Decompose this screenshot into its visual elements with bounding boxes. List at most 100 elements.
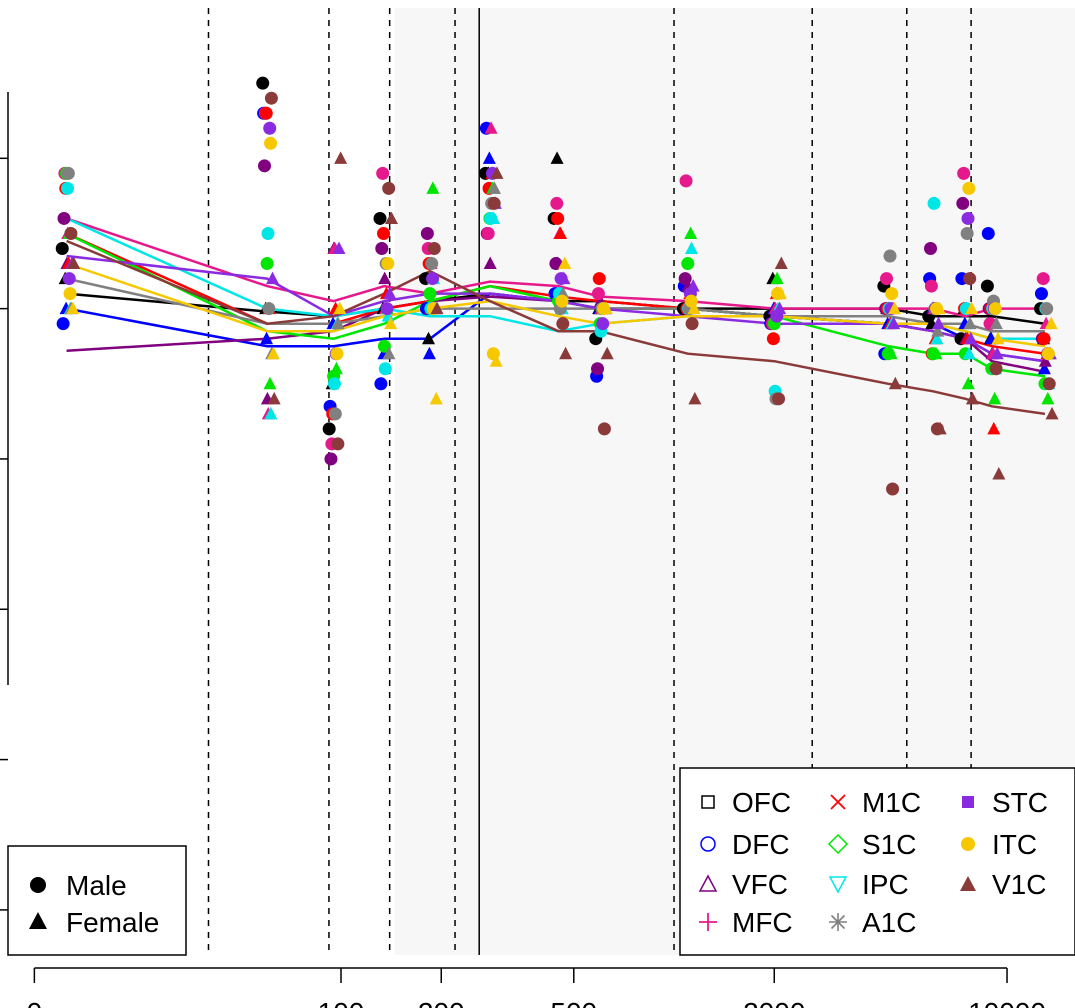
point-v1c-male [427, 242, 441, 256]
open-triangle-icon [698, 874, 718, 892]
point-ipc-female [264, 406, 278, 420]
point-itc-male [1041, 347, 1055, 361]
point-itc-female [66, 301, 80, 315]
point-vfc-male [375, 242, 389, 256]
point-mfc-male [550, 196, 564, 210]
point-itc-male [381, 257, 395, 271]
point-s1c-female [426, 181, 440, 194]
point-itc-female [991, 331, 1005, 345]
point-mfc-male [591, 287, 605, 301]
point-ipc-male [327, 377, 341, 391]
point-stc-male [380, 302, 394, 316]
point-stc-female [557, 271, 571, 285]
point-s1c-male [423, 287, 437, 301]
point-v1c-female [965, 391, 979, 405]
point-itc-male [962, 181, 976, 195]
point-s1c-female [684, 226, 698, 239]
point-vfc-male [956, 196, 970, 210]
point-stc-female [990, 346, 1004, 360]
age-boundary-lines [207, 8, 972, 955]
open-square-icon [701, 795, 715, 809]
point-itc-male [330, 347, 344, 361]
legend-item-vfc: VFC [698, 869, 788, 900]
point-itc-male [988, 302, 1002, 316]
point-ofc-female [550, 151, 564, 164]
point-dfc-male [374, 377, 388, 391]
legend-item-m1c: M1C [830, 787, 921, 818]
filled-triangle-icon [960, 876, 976, 891]
point-stc-female [773, 301, 787, 315]
point-a1c-male [425, 257, 439, 271]
point-v1c-female [933, 421, 947, 435]
legend-item-a1c: A1C [829, 907, 916, 938]
point-ofc-female [422, 331, 436, 345]
point-s1c-female [263, 376, 277, 390]
legend-label-a1c: A1C [862, 907, 916, 938]
point-v1c-male [685, 317, 699, 331]
point-itc-male [264, 136, 278, 150]
legend-item-itc: ITC [961, 829, 1037, 860]
point-s1c-female [988, 391, 1002, 405]
point-a1c-female [931, 324, 945, 337]
point-m1c-female [987, 421, 1001, 435]
point-m1c-male [377, 226, 391, 240]
sex-legend-male-label: Male [66, 870, 127, 901]
point-v1c-male [487, 196, 501, 210]
point-v1c-male [1042, 377, 1056, 391]
point-vfc-male [591, 362, 605, 376]
point-ipc-male [261, 226, 275, 240]
point-a1c-female [963, 316, 977, 330]
point-itc-female [429, 391, 443, 405]
point-vfc-male [258, 159, 272, 173]
point-ofc-male [55, 242, 69, 256]
point-v1c-female [490, 166, 504, 179]
open-circle-icon [700, 836, 716, 852]
point-mfc-female [484, 121, 498, 134]
legend-label-dfc: DFC [732, 829, 790, 860]
point-a1c-male [960, 226, 974, 240]
legend-item-dfc: DFC [700, 829, 790, 860]
point-s1c-female [961, 376, 975, 390]
point-vfc-female [483, 256, 497, 270]
legend-label-v1c: V1C [992, 869, 1046, 900]
point-itc-female [687, 301, 701, 315]
point-itc-female [932, 301, 946, 315]
point-v1c-male [382, 181, 396, 195]
point-v1c-female [384, 211, 398, 224]
point-itc-female [1044, 316, 1058, 330]
legend-label-m1c: M1C [862, 787, 921, 818]
x-tick-label-4: 2000 [743, 997, 805, 1008]
point-m1c-male [551, 211, 565, 225]
asterisk-icon [829, 913, 847, 931]
x-tick-label-2: 200 [418, 997, 465, 1008]
female-marker-icon [29, 912, 47, 929]
point-v1c-female [334, 151, 348, 164]
legend-item-ofc: OFC [701, 787, 791, 818]
point-v1c-female [267, 391, 281, 405]
point-a1c-male [883, 249, 897, 263]
point-mfc-male [880, 272, 894, 286]
point-s1c-male [260, 257, 274, 271]
point-vfc-male [420, 226, 434, 240]
x-icon [830, 794, 846, 810]
point-ipc-female [487, 211, 501, 224]
point-v1c-female [430, 301, 444, 315]
legend-label-itc: ITC [992, 829, 1037, 860]
x-tick-label-3: 500 [550, 997, 597, 1008]
point-v1c-male [331, 437, 345, 451]
point-a1c-male [1040, 302, 1054, 316]
filled-circle-icon [961, 837, 975, 851]
point-stc-female [266, 271, 280, 285]
point-stc-female [964, 331, 978, 345]
point-stc-female [332, 241, 346, 255]
point-stc-male [263, 121, 277, 135]
point-itc-female [489, 354, 503, 367]
point-itc-female [384, 316, 398, 330]
point-mfc-male [481, 226, 495, 240]
point-itc-female [333, 301, 347, 315]
sex-legend-female-label: Female [66, 907, 159, 938]
point-m1c-male [592, 272, 606, 286]
point-dfc-male [981, 226, 995, 240]
point-mfc-male [679, 174, 693, 188]
